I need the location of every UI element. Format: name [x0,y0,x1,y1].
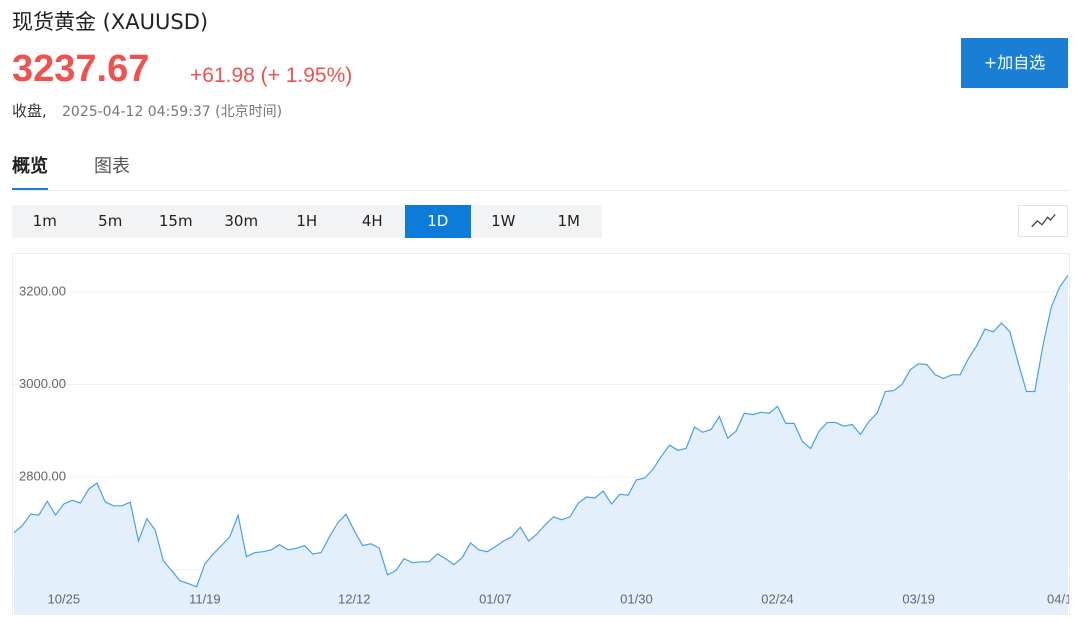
timeframe-button[interactable]: 1D [405,205,471,238]
area [14,275,1068,614]
timeframe-button[interactable]: 30m [224,212,259,230]
x-tick-label: 11/19 [189,591,221,606]
price: 3237.67 [12,48,150,90]
y-tick-label: 2800.00 [19,469,66,484]
x-tick-label: 10/25 [48,591,81,606]
timestamp: 2025-04-12 04:59:37 (北京时间) [62,104,283,120]
x-tick-label: 04/1 [1047,591,1070,606]
tab[interactable]: 图表 [94,156,130,177]
timeframe-bar: 1m 5m 15m 30m 1H 4H 1D 1W 1M [12,205,602,238]
tabs: 概览 图表 [12,152,130,191]
tab[interactable]: 概览 [12,152,48,191]
timeframe-button[interactable]: 1H [296,212,318,230]
timeframe-button[interactable]: 1m [32,212,57,230]
timeframe-button[interactable]: 4H [361,212,383,230]
change: +61.98 (+ 1.95%) [190,64,353,87]
x-tick-label: 02/24 [761,591,794,606]
separator [12,190,1070,191]
chart: 2600.002800.003000.003200.0010/2511/1912… [12,253,1070,615]
timeframe-button[interactable]: 5m [98,212,123,230]
timeframe-button[interactable]: 15m [158,212,193,230]
x-tick-label: 01/07 [479,591,512,606]
timeframe-button[interactable]: 1W [491,212,516,230]
price-line [13,274,1069,588]
y-tick-label: 3000.00 [19,376,66,391]
x-tick-label: 03/19 [902,591,935,606]
title: 现货黄金 (XAUUSD) [12,10,209,34]
close-label: 收盘, [12,102,47,120]
chart-type-button[interactable] [1018,205,1068,237]
y-tick-label: 3200.00 [19,283,66,298]
add-button[interactable]: +加自选 [961,38,1068,88]
timeframe-button[interactable]: 1M [557,212,581,230]
x-tick-label: 01/30 [620,591,653,606]
x-tick-label: 12/12 [338,591,371,606]
